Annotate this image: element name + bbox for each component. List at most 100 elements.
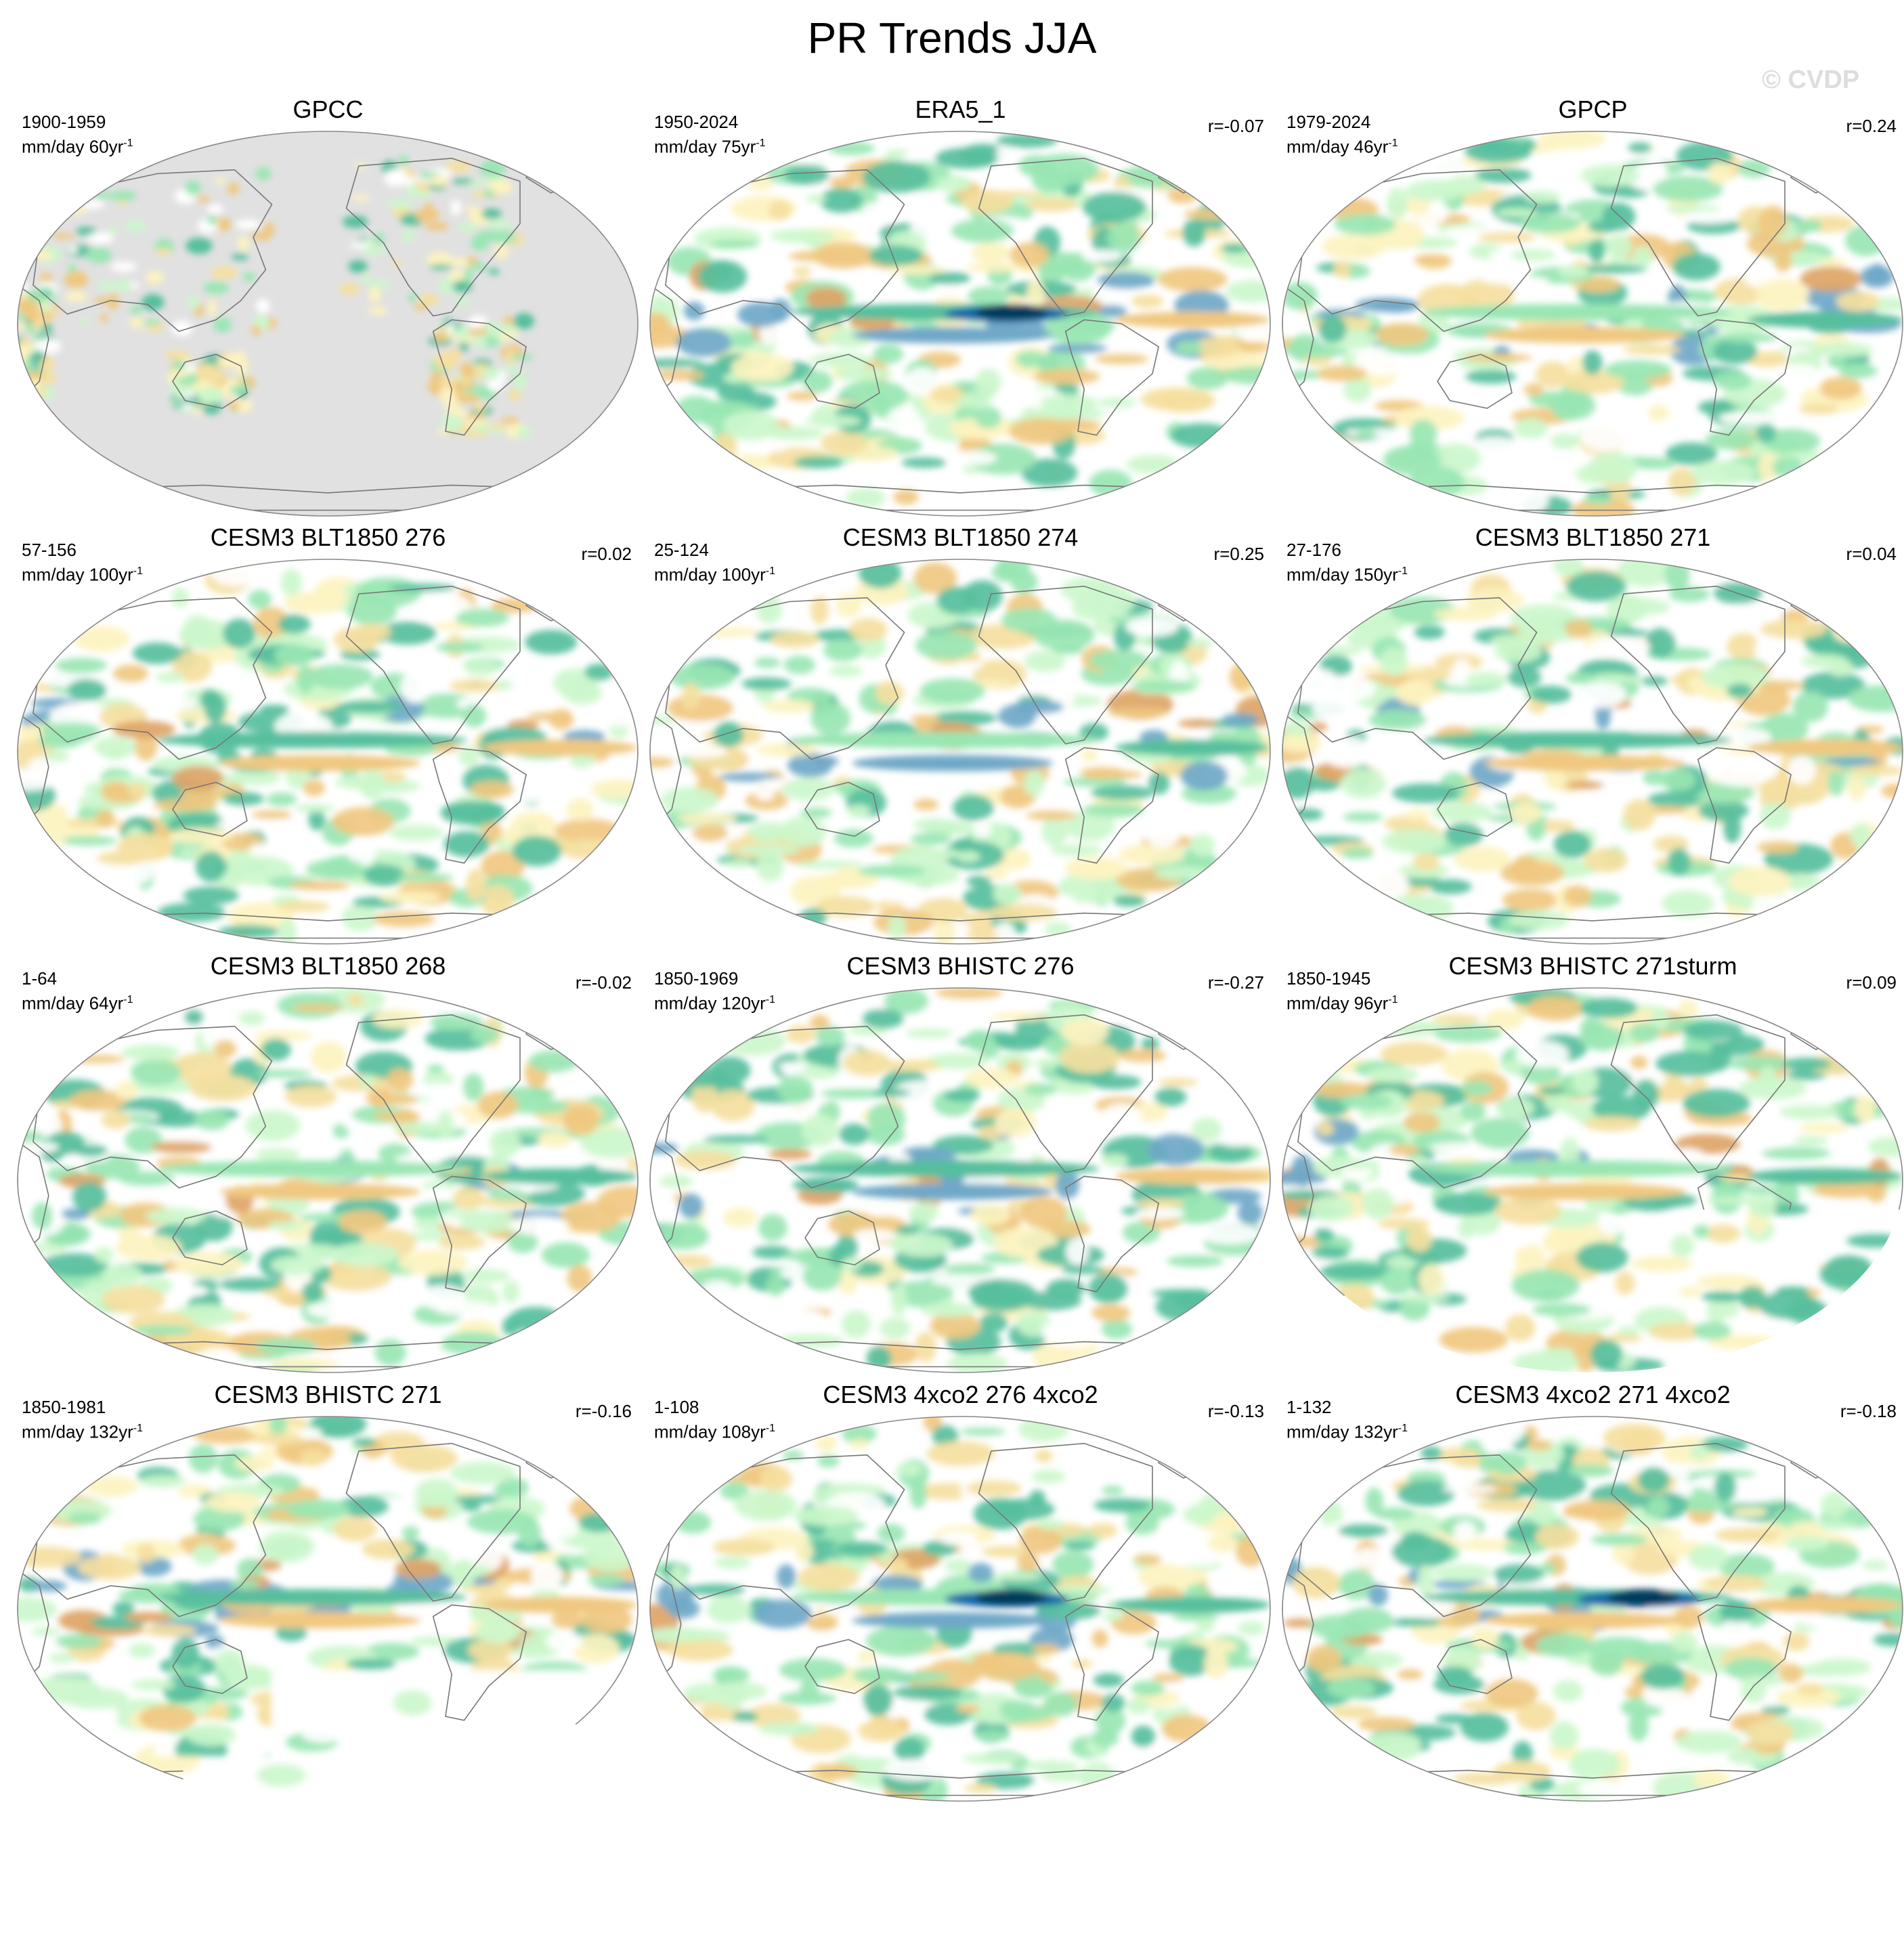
trend-cell bbox=[1020, 1527, 1062, 1554]
trend-cell bbox=[1820, 1259, 1873, 1290]
trend-cell bbox=[1222, 713, 1259, 726]
panel-units: mm/day 132yr-1 bbox=[22, 1418, 143, 1443]
trend-cell bbox=[1814, 342, 1873, 357]
trend-cell bbox=[1317, 1122, 1335, 1136]
trend-cell bbox=[186, 1724, 236, 1746]
units-exponent: -1 bbox=[766, 994, 775, 1006]
trend-cell bbox=[560, 1202, 620, 1233]
trend-cell bbox=[79, 319, 90, 324]
trend-cell bbox=[102, 1263, 142, 1287]
trend-cell bbox=[1398, 1481, 1455, 1507]
trend-band bbox=[157, 1589, 467, 1605]
trend-cell bbox=[280, 1700, 298, 1714]
trend-cell bbox=[1152, 1673, 1184, 1682]
trend-cell bbox=[156, 672, 184, 683]
trend-cell bbox=[1402, 1294, 1450, 1303]
trend-cell bbox=[1566, 672, 1595, 684]
trend-cell bbox=[980, 1313, 1008, 1333]
trend-cell bbox=[682, 683, 700, 710]
trend-cell bbox=[481, 885, 515, 917]
trend-cell bbox=[549, 709, 574, 729]
trend-map bbox=[1276, 951, 1904, 1379]
trend-cell bbox=[438, 1234, 485, 1250]
trend-cell bbox=[180, 848, 201, 857]
units-exponent: -1 bbox=[766, 1423, 775, 1434]
trend-band bbox=[1115, 1168, 1270, 1184]
trend-cell bbox=[115, 1081, 137, 1100]
trend-cell bbox=[1648, 405, 1669, 421]
trend-cell bbox=[1330, 1706, 1377, 1718]
trend-cell bbox=[56, 1634, 103, 1649]
trend-cell bbox=[1591, 1534, 1648, 1546]
map-panel: CESM3 BLT1850 276 57-156 mm/day 100yr-1 r=0… bbox=[11, 523, 645, 951]
colorbar-cell bbox=[578, 1859, 671, 1891]
trend-cell bbox=[1207, 1534, 1238, 1552]
trend-cell bbox=[1801, 654, 1848, 668]
trend-cell bbox=[302, 1282, 324, 1303]
trend-cell bbox=[1319, 315, 1347, 343]
trend-cell bbox=[15, 362, 32, 370]
panel-period: 1979-2024 bbox=[1286, 111, 1370, 133]
trend-cell bbox=[271, 1256, 324, 1275]
trend-cell bbox=[203, 282, 229, 294]
trend-cell bbox=[452, 1187, 485, 1210]
trend-cell bbox=[936, 175, 972, 192]
trend-cell bbox=[872, 1089, 910, 1098]
trend-cell bbox=[1774, 248, 1792, 273]
trend-cell bbox=[584, 664, 613, 680]
trend-cell bbox=[810, 702, 850, 735]
trend-cell bbox=[1714, 371, 1752, 390]
colorbar-tick-label: -0.2 bbox=[830, 1899, 886, 1937]
trend-cell bbox=[172, 588, 189, 607]
trend-cell bbox=[391, 1444, 458, 1472]
trend-cell bbox=[1088, 1523, 1117, 1538]
trend-cell bbox=[484, 189, 494, 198]
trend-cell bbox=[1623, 799, 1656, 830]
trend-cell bbox=[1475, 168, 1532, 183]
trend-cell bbox=[255, 1433, 303, 1446]
trend-band bbox=[852, 1184, 1054, 1200]
trend-cell bbox=[183, 886, 239, 905]
trend-cell bbox=[1502, 889, 1558, 912]
trend-cell bbox=[1555, 404, 1580, 420]
trend-band bbox=[789, 1161, 1100, 1177]
trend-cell bbox=[1819, 376, 1861, 399]
trend-cell bbox=[1418, 1264, 1444, 1295]
trend-cell bbox=[132, 691, 157, 701]
trend-cell bbox=[481, 209, 502, 219]
trend-cell bbox=[1175, 341, 1203, 354]
trend-cell bbox=[888, 915, 906, 938]
trend-cell bbox=[1145, 1640, 1185, 1649]
trend-cell bbox=[1160, 1552, 1221, 1567]
trend-cell bbox=[49, 1653, 74, 1664]
trend-cell bbox=[217, 357, 238, 368]
trend-cell bbox=[430, 605, 461, 613]
trend-band bbox=[483, 1168, 638, 1184]
trend-cell bbox=[567, 798, 594, 821]
panel-title: ERA5_1 bbox=[643, 95, 1278, 125]
trend-cell bbox=[1061, 1018, 1109, 1045]
trend-cell bbox=[398, 156, 410, 165]
trend-cell bbox=[1081, 748, 1098, 762]
panel-correlation: r=0.02 bbox=[582, 543, 632, 565]
trend-cell bbox=[1095, 354, 1148, 364]
trend-cell bbox=[68, 246, 78, 253]
trend-cell bbox=[1291, 808, 1323, 821]
colorbar-cell bbox=[297, 1859, 390, 1891]
trend-cell bbox=[94, 736, 136, 758]
map-panel: CESM3 BHISTC 271 1850-1981 mm/day 132yr-1 r… bbox=[11, 1380, 645, 1808]
trend-cell bbox=[434, 352, 459, 370]
trend-cell bbox=[913, 819, 954, 831]
panel-title: CESM3 4xco2 271 4xco2 bbox=[1276, 1380, 1904, 1410]
trend-cell bbox=[1558, 265, 1590, 278]
trend-cell bbox=[261, 1039, 291, 1061]
trend-cell bbox=[58, 173, 84, 190]
trend-cell bbox=[730, 649, 754, 663]
trend-cell bbox=[1471, 1117, 1530, 1148]
trend-cell bbox=[1714, 1679, 1742, 1693]
trend-cell bbox=[1825, 758, 1880, 766]
trend-cell bbox=[1148, 772, 1169, 794]
trend-cell bbox=[1760, 620, 1827, 639]
trend-cell bbox=[1335, 214, 1396, 235]
trend-cell bbox=[1530, 1501, 1557, 1527]
